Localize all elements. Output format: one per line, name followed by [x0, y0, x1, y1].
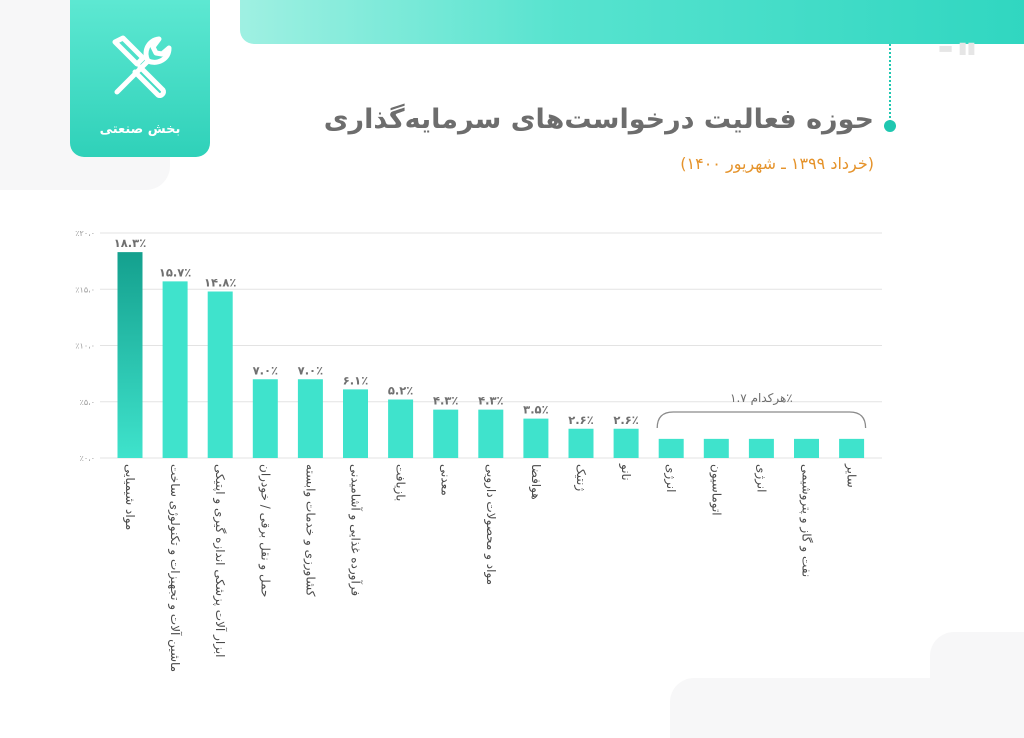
bar-value-label: ۴.۳٪: [433, 394, 458, 408]
bar: [703, 438, 729, 458]
bar-value-label: ۱۵.۷٪: [159, 265, 191, 279]
category-label: کشاورزی و خدمات وابسته: [302, 464, 317, 597]
category-label: مواد و محصولات دارویی: [483, 464, 498, 585]
group-annotation-label: هرکدام ۱.۷٪: [730, 391, 793, 406]
bar-value-label: ۳.۵٪: [523, 403, 548, 417]
bar: [839, 438, 865, 458]
group-bracket: [656, 411, 867, 429]
bar: [658, 438, 684, 458]
page-title: حوزه فعالیت درخواست‌های سرمایه‌گذاری: [323, 104, 874, 135]
bar-value-label: ۷.۰٪: [298, 363, 323, 377]
y-tick-label: ٪۱۰،۰: [75, 342, 95, 351]
bar: [794, 438, 819, 458]
dotted-connector: [889, 44, 891, 122]
title-dot: [884, 120, 896, 132]
category-label: معدنی: [439, 464, 453, 496]
bar: [252, 379, 278, 458]
y-tick-label: ٪۰،۰: [80, 454, 95, 463]
category-label: انرژی: [753, 464, 768, 492]
category-label: ماشین آلات و تجهیزات و تکنولوژی ساخت: [167, 464, 183, 672]
tools-icon: [112, 35, 172, 98]
category-label: هوافضا: [528, 464, 543, 500]
category-label: نفت و گاز و پتروشیمی: [799, 464, 814, 577]
bar: [207, 291, 233, 458]
bar: [478, 409, 504, 458]
bar: [613, 428, 639, 458]
bar-value-label: ۶.۱٪: [343, 373, 368, 387]
category-label: بازیافت: [393, 464, 408, 501]
y-tick-label: ٪۲۰،۰: [75, 229, 95, 238]
category-label: فرآورده غذایی و آشامیدنی: [348, 464, 364, 596]
bar: [568, 428, 594, 458]
bar: [343, 389, 368, 458]
category-label: اتوماسیون: [708, 464, 723, 516]
category-label: نانو: [618, 463, 633, 481]
bar: [388, 399, 414, 458]
category-label: سایر: [844, 463, 859, 488]
category-label: ژنتیک: [573, 464, 588, 491]
category-label: حمل و نقل برقی / خودران: [257, 464, 272, 597]
bar-value-label: ۱۸.۳٪: [114, 236, 146, 250]
header-bar: [240, 0, 1024, 44]
bar-value-label: ۲.۶٪: [568, 413, 593, 427]
bar: [523, 418, 549, 458]
bar-value-label: ۲.۶٪: [613, 413, 638, 427]
faint-mark: ▬ ▮▮: [938, 38, 976, 57]
bar-value-label: ۵.۲٪: [388, 384, 413, 398]
bar-value-label: ۷.۰٪: [253, 363, 278, 377]
bg-shape-bottom-right: [930, 632, 1024, 732]
section-badge: بخش صنعتی: [70, 0, 210, 157]
page-subtitle: (خرداد ۱۳۹۹ ـ شهریور ۱۴۰۰): [680, 154, 874, 173]
bar-value-label: ۱۴.۸٪: [204, 276, 236, 290]
badge-label: بخش صنعتی: [99, 122, 181, 137]
y-tick-label: ٪۱۵،۰: [75, 285, 95, 294]
category-label: مواد شیمیایی: [122, 464, 137, 530]
bar: [162, 281, 188, 458]
y-tick-label: ٪۵،۰: [80, 398, 95, 407]
bar: [433, 409, 459, 458]
category-label: ابزار آلات پزشکی اندازه گیری و اپتیکی: [212, 464, 228, 658]
bar: [297, 379, 323, 458]
bar: [748, 438, 774, 458]
bar: [117, 252, 143, 458]
category-label: انرژی: [663, 464, 678, 492]
bar-value-label: ۴.۳٪: [478, 394, 503, 408]
